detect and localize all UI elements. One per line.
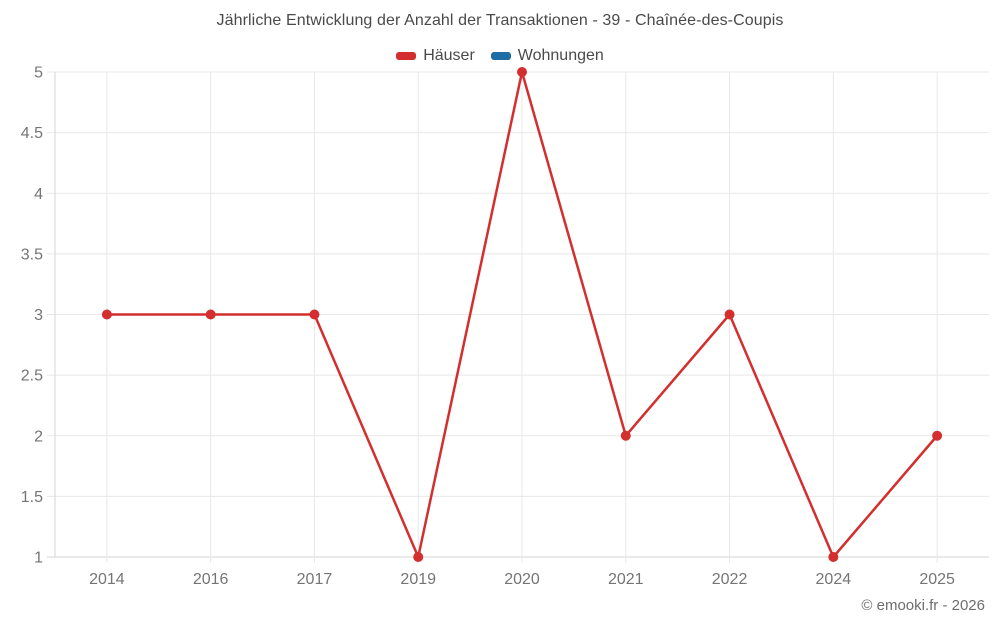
y-axis-tick-label: 3 xyxy=(34,307,43,324)
data-point-häuser[interactable] xyxy=(309,309,320,320)
data-point-häuser[interactable] xyxy=(932,430,943,441)
legend-swatch-wohnungen-icon xyxy=(490,52,511,60)
data-point-häuser[interactable] xyxy=(205,309,216,320)
chart-title: Jährliche Entwicklung der Anzahl der Tra… xyxy=(216,12,784,29)
y-axis-tick-label: 2.5 xyxy=(21,368,43,385)
x-axis-tick-label: 2016 xyxy=(193,571,229,588)
legend-swatch-haeuser-icon xyxy=(396,52,417,60)
y-axis-tick-label: 3.5 xyxy=(21,246,43,263)
chart-legend: Häuser Wohnungen xyxy=(0,47,1000,65)
y-axis-tick-label: 4 xyxy=(34,186,43,203)
legend-label-haeuser: Häuser xyxy=(423,47,475,64)
x-axis-tick-label: 2022 xyxy=(712,571,748,588)
x-axis-tick-label: 2014 xyxy=(89,571,125,588)
copyright-watermark: © emooki.fr - 2026 xyxy=(861,597,985,614)
y-axis-tick-label: 4.5 xyxy=(21,125,43,142)
data-point-häuser[interactable] xyxy=(620,430,631,441)
legend-label-wohnungen: Wohnungen xyxy=(517,47,604,64)
x-axis-tick-label: 2025 xyxy=(919,571,955,588)
x-axis-tick-label: 2021 xyxy=(608,571,644,588)
data-point-häuser[interactable] xyxy=(101,309,112,320)
data-point-häuser[interactable] xyxy=(517,67,527,77)
x-axis-tick-label: 2024 xyxy=(816,571,852,588)
y-axis-tick-label: 5 xyxy=(34,65,43,82)
legend-item-wohnungen[interactable]: Wohnungen xyxy=(490,47,604,65)
x-axis-tick-label: 2017 xyxy=(297,571,333,588)
y-axis-tick-label: 1.5 xyxy=(21,489,43,506)
data-point-häuser[interactable] xyxy=(724,309,735,320)
legend-item-haeuser[interactable]: Häuser xyxy=(396,47,475,65)
x-axis-tick-label: 2019 xyxy=(400,571,436,588)
y-axis-tick-label: 2 xyxy=(34,428,43,445)
data-point-häuser[interactable] xyxy=(413,552,424,562)
y-axis-tick-label: 1 xyxy=(34,550,43,567)
x-axis-tick-label: 2020 xyxy=(504,571,540,588)
data-point-häuser[interactable] xyxy=(828,552,839,562)
